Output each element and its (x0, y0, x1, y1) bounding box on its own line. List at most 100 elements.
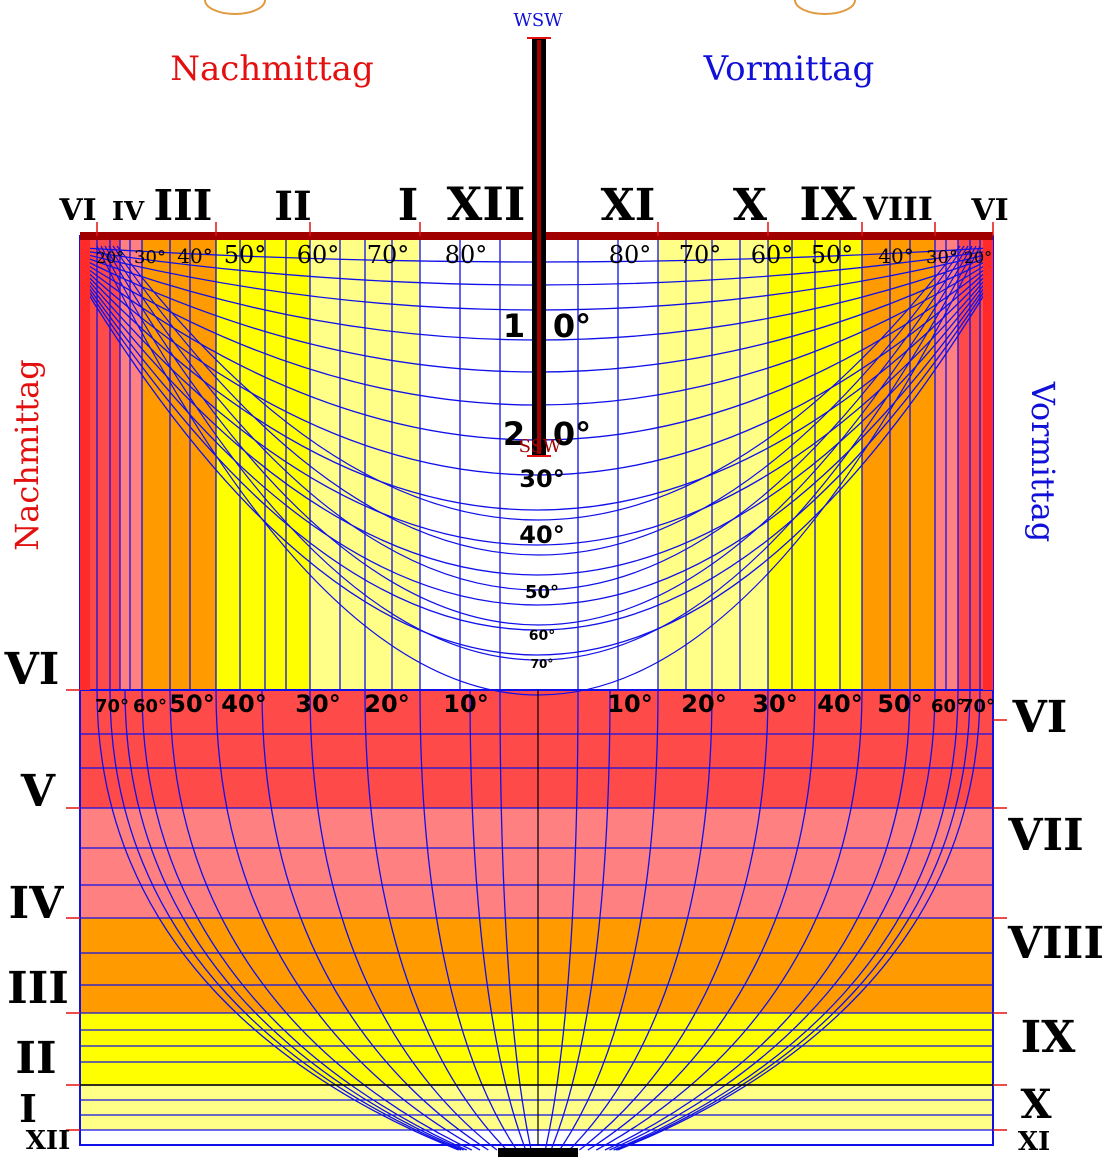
mid-degree-left: 10° (443, 690, 488, 718)
mid-degree-left: 50° (169, 690, 214, 718)
afternoon-label-top: Nachmittag (170, 49, 373, 89)
left-hour-label: II (15, 1033, 56, 1084)
top-degree-right: 20° (964, 248, 992, 267)
top-hour-label: X (733, 180, 768, 231)
left-hour-label: III (7, 963, 69, 1014)
center-degree-label: 70° (531, 657, 554, 671)
top-degree-right: 50° (811, 241, 854, 269)
grid-converging (617, 689, 981, 1151)
grid-converging (568, 689, 713, 1151)
grid-converging (96, 689, 459, 1151)
grid-arc (112, 245, 965, 556)
grid-curve (83, 277, 990, 576)
right-hour-label: VI (1012, 692, 1068, 743)
center-degree-digit: 0° (553, 307, 591, 345)
grid-arc (108, 245, 969, 591)
sun-outline-left (204, 0, 266, 15)
top-degree-left: 30° (134, 247, 166, 268)
lower-band (80, 1013, 993, 1085)
grid-converging (309, 689, 498, 1151)
dial-grid-lines (80, 236, 993, 1151)
top-degree-left: 20° (96, 248, 124, 267)
right-hour-label: VIII (1007, 918, 1104, 969)
top-degree-right: 60° (751, 241, 794, 269)
top-degree-left: 40° (177, 244, 212, 268)
lower-band (80, 1130, 993, 1145)
left-hour-label: XII (26, 1126, 71, 1156)
upper-band (862, 236, 935, 690)
gnomon-foot (498, 1148, 578, 1157)
top-hour-label: IX (799, 177, 857, 231)
grid-converging (215, 689, 481, 1151)
top-degree-right: 40° (878, 244, 913, 268)
upper-band (658, 236, 768, 690)
grid-arc (104, 245, 973, 626)
right-hour-label: VII (1007, 810, 1083, 861)
grid-converging (613, 689, 959, 1151)
center-degree-digit: 1 (503, 307, 525, 345)
left-hour-label: V (20, 766, 56, 817)
lower-band (80, 1085, 993, 1130)
center-degree-label: 50° (525, 582, 559, 603)
afternoon-label-side: Nachmittag (8, 359, 46, 550)
left-hour-label: IV (9, 878, 65, 929)
top-hour-label: IV (112, 197, 145, 227)
center-degree-label: 30° (519, 465, 564, 493)
grid-converging (364, 689, 508, 1151)
top-hour-label: III (154, 181, 213, 230)
mid-degree-left: 40° (221, 690, 266, 718)
grid-converging (109, 689, 462, 1151)
compass-mid-label: SSW (519, 436, 562, 457)
mid-degree-right: 50° (877, 690, 922, 718)
center-degree-digit: 2 (503, 415, 525, 453)
top-hour-label: II (274, 183, 311, 230)
mid-degree-left: 70° (95, 696, 129, 717)
grid-curve (83, 274, 990, 546)
mid-degree-right: 10° (607, 690, 652, 718)
upper-band (120, 236, 142, 690)
top-hour-label: VI (58, 193, 96, 228)
left-red-strip (80, 236, 90, 690)
morning-label-side: Vormittag (1024, 381, 1062, 543)
grid-converging (579, 689, 769, 1151)
center-degree-digit: 0° (553, 415, 591, 453)
grid-converging (550, 689, 611, 1151)
upper-band (97, 236, 120, 690)
lower-band (80, 690, 993, 808)
mid-degree-right: 70° (961, 696, 995, 717)
top-hour-label: VI (970, 193, 1008, 228)
mid-degree-right: 60° (931, 696, 965, 717)
grid-converging (141, 689, 467, 1151)
mid-degree-left: 30° (295, 690, 340, 718)
grid-curve (83, 271, 990, 511)
grid-converging (604, 689, 911, 1151)
top-hour-label: VIII (862, 190, 933, 228)
mid-degree-right: 30° (752, 690, 797, 718)
top-degree-right: 70° (679, 241, 722, 269)
mid-degree-left: 20° (364, 690, 409, 718)
top-hour-label: I (398, 180, 419, 231)
grid-converging (419, 689, 518, 1151)
grid-arc (116, 245, 961, 521)
right-hour-label: XI (1018, 1127, 1050, 1157)
grid-curve (83, 283, 990, 631)
grid-converging (615, 689, 971, 1151)
upper-band (142, 236, 216, 690)
grid-curve (83, 280, 990, 606)
morning-label-top: Vormittag (703, 49, 875, 89)
grid-converging (544, 689, 579, 1151)
lower-band (80, 918, 993, 1013)
grid-converging (587, 689, 816, 1151)
top-degree-left: 80° (445, 241, 488, 269)
mid-degree-left: 60° (133, 696, 167, 717)
mid-degree-right: 40° (817, 690, 862, 718)
left-hour-label: VI (4, 644, 60, 695)
lower-dial-bands (80, 690, 993, 1145)
center-degree-label: 40° (519, 521, 564, 549)
grid-converging (559, 689, 659, 1151)
grid-converging (596, 689, 863, 1151)
top-degree-right: 30° (926, 247, 958, 268)
grid-converging (169, 689, 473, 1151)
